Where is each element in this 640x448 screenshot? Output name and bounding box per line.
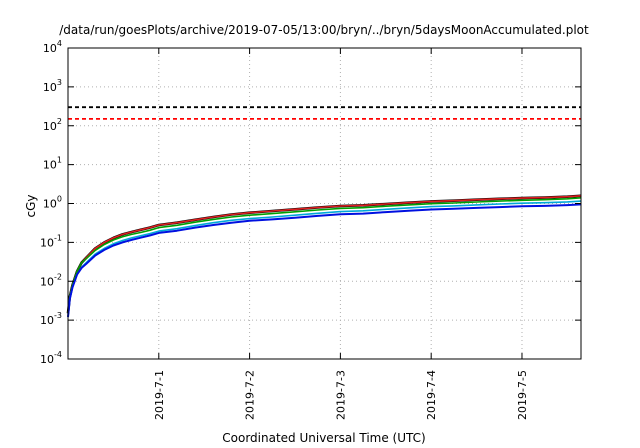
y-tick-label: 10-4 [40,350,62,366]
x-tick-label: 2019-7-2 [244,370,257,420]
y-tick-label: 10-3 [40,311,62,327]
series-line [67,203,582,318]
x-tick-label: 2019-7-1 [153,370,166,420]
y-axis-label: cGy [24,195,38,218]
y-tick-label: 100 [43,195,62,211]
grid [68,48,581,359]
series-line [67,200,582,318]
chart-title: /data/run/goesPlots/archive/2019-07-05/1… [59,23,589,37]
y-tick-label: 101 [43,156,62,172]
x-tick-label: 2019-7-5 [516,370,529,420]
y-tick-label: 10-1 [40,233,62,249]
x-tick-label: 2019-7-4 [425,370,438,420]
y-tick-label: 104 [43,39,62,55]
x-axis-label: Coordinated Universal Time (UTC) [222,431,425,445]
series-line [67,195,582,314]
y-tick-label: 10-2 [40,272,62,288]
x-axis: 2019-7-1 2019-7-2 2019-7-3 2019-7-4 2019-7-5 [153,48,529,420]
y-tick-label: 103 [43,78,62,94]
x-tick-label: 2019-7-3 [334,370,347,420]
reference-lines [68,106,581,120]
y-axis: 10-4 10-3 10-2 10-1 100 101 102 103 104 [40,39,581,366]
series-group [66,194,582,318]
y-tick-label: 102 [43,117,62,133]
series-line [67,197,582,314]
